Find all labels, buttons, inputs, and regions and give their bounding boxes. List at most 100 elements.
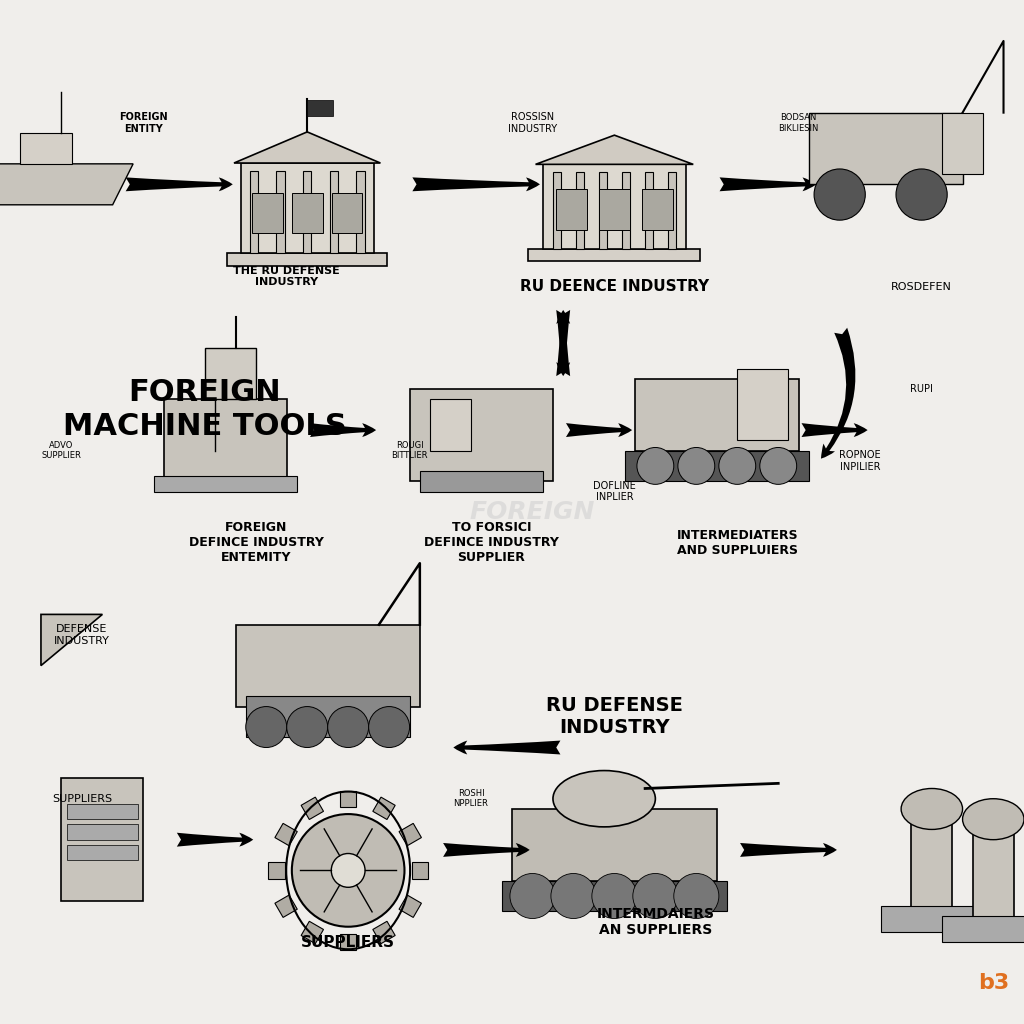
- Bar: [412, 862, 428, 879]
- Circle shape: [592, 873, 637, 919]
- Bar: [340, 791, 356, 807]
- Bar: [502, 881, 727, 911]
- Ellipse shape: [553, 770, 655, 827]
- Bar: [67, 804, 138, 819]
- Bar: [241, 163, 374, 253]
- Bar: [373, 797, 395, 819]
- Circle shape: [551, 873, 596, 919]
- Circle shape: [814, 169, 865, 220]
- Bar: [942, 113, 983, 174]
- Circle shape: [246, 707, 287, 748]
- Text: INTERMDAIERS
AN SUPPLIERS: INTERMDAIERS AN SUPPLIERS: [596, 906, 715, 937]
- Circle shape: [510, 873, 555, 919]
- Text: ROUGI
BITTLIER: ROUGI BITTLIER: [391, 441, 428, 460]
- Bar: [599, 189, 630, 230]
- Text: RUPI: RUPI: [910, 384, 933, 394]
- Bar: [543, 165, 686, 249]
- Bar: [399, 895, 422, 918]
- Bar: [330, 171, 338, 253]
- Circle shape: [633, 873, 678, 919]
- Bar: [599, 172, 607, 249]
- Text: SUPPLIERS: SUPPLIERS: [52, 794, 112, 804]
- Text: DOFLINE
INPLIER: DOFLINE INPLIER: [593, 480, 636, 503]
- Text: FOREIGN: FOREIGN: [470, 500, 595, 524]
- Text: INTERMEDIATERS
AND SUPPLUIERS: INTERMEDIATERS AND SUPPLUIERS: [677, 528, 798, 557]
- Text: b3: b3: [978, 973, 1009, 993]
- Bar: [809, 113, 963, 184]
- Bar: [274, 895, 297, 918]
- Polygon shape: [0, 164, 133, 205]
- Bar: [635, 379, 799, 451]
- Bar: [301, 797, 324, 819]
- Bar: [301, 922, 324, 944]
- Bar: [373, 922, 395, 944]
- Bar: [67, 845, 138, 860]
- Ellipse shape: [963, 799, 1024, 840]
- Bar: [911, 809, 952, 911]
- Text: SUPPLIERS: SUPPLIERS: [301, 935, 395, 949]
- Bar: [356, 171, 365, 253]
- Bar: [622, 172, 630, 249]
- Bar: [430, 399, 471, 451]
- Bar: [575, 172, 584, 249]
- Text: DEFENSE
INDUSTRY: DEFENSE INDUSTRY: [54, 624, 110, 646]
- Text: FOREIGN
MACHINE TOOLS: FOREIGN MACHINE TOOLS: [62, 378, 347, 441]
- Circle shape: [674, 873, 719, 919]
- Circle shape: [292, 814, 404, 927]
- Text: TO FORSICI
DEFINCE INDUSTRY
SUPPLIER: TO FORSICI DEFINCE INDUSTRY SUPPLIER: [424, 521, 559, 564]
- Bar: [942, 916, 1024, 942]
- Text: ADVO
SUPPLIER: ADVO SUPPLIER: [42, 441, 81, 460]
- Bar: [307, 100, 333, 116]
- Bar: [274, 823, 297, 846]
- Bar: [512, 809, 717, 881]
- Bar: [164, 399, 287, 481]
- Bar: [528, 249, 700, 261]
- Bar: [292, 193, 323, 233]
- Polygon shape: [41, 614, 102, 666]
- Circle shape: [760, 447, 797, 484]
- Circle shape: [332, 854, 366, 887]
- Bar: [737, 369, 788, 440]
- Bar: [645, 172, 653, 249]
- Text: ROSSISN
INDUSTRY: ROSSISN INDUSTRY: [508, 112, 557, 134]
- Text: BODSAN
BIKLIESIN: BODSAN BIKLIESIN: [778, 114, 819, 132]
- Bar: [556, 189, 587, 230]
- Bar: [668, 172, 676, 249]
- Circle shape: [678, 447, 715, 484]
- Text: RU DEENCE INDUSTRY: RU DEENCE INDUSTRY: [520, 280, 709, 294]
- Bar: [154, 476, 297, 492]
- Ellipse shape: [901, 788, 963, 829]
- Bar: [236, 625, 420, 707]
- Text: ROPNOE
INPILIER: ROPNOE INPILIER: [840, 450, 881, 472]
- Circle shape: [719, 447, 756, 484]
- Polygon shape: [536, 135, 693, 165]
- Bar: [410, 389, 553, 481]
- Bar: [332, 193, 362, 233]
- Bar: [227, 253, 387, 266]
- Circle shape: [896, 169, 947, 220]
- Bar: [625, 451, 809, 481]
- Bar: [303, 171, 311, 253]
- Bar: [205, 348, 256, 399]
- Text: THE RU DEFENSE
INDUSTRY: THE RU DEFENSE INDUSTRY: [233, 265, 340, 288]
- Text: ROSDEFEN: ROSDEFEN: [891, 282, 952, 292]
- Circle shape: [637, 447, 674, 484]
- Text: RU DEFENSE
INDUSTRY: RU DEFENSE INDUSTRY: [546, 696, 683, 737]
- Bar: [246, 696, 410, 737]
- Bar: [881, 906, 983, 932]
- Bar: [61, 778, 143, 901]
- Bar: [340, 934, 356, 950]
- Bar: [642, 189, 673, 230]
- Bar: [250, 171, 258, 253]
- Bar: [276, 171, 285, 253]
- Text: ROSHI
NPPLIER: ROSHI NPPLIER: [454, 790, 488, 808]
- Bar: [268, 862, 285, 879]
- Bar: [67, 824, 138, 840]
- Bar: [252, 193, 283, 233]
- Circle shape: [369, 707, 410, 748]
- Text: FOREIGN
ENTITY: FOREIGN ENTITY: [119, 112, 168, 134]
- Circle shape: [328, 707, 369, 748]
- Bar: [399, 823, 422, 846]
- Bar: [420, 471, 543, 492]
- Bar: [553, 172, 561, 249]
